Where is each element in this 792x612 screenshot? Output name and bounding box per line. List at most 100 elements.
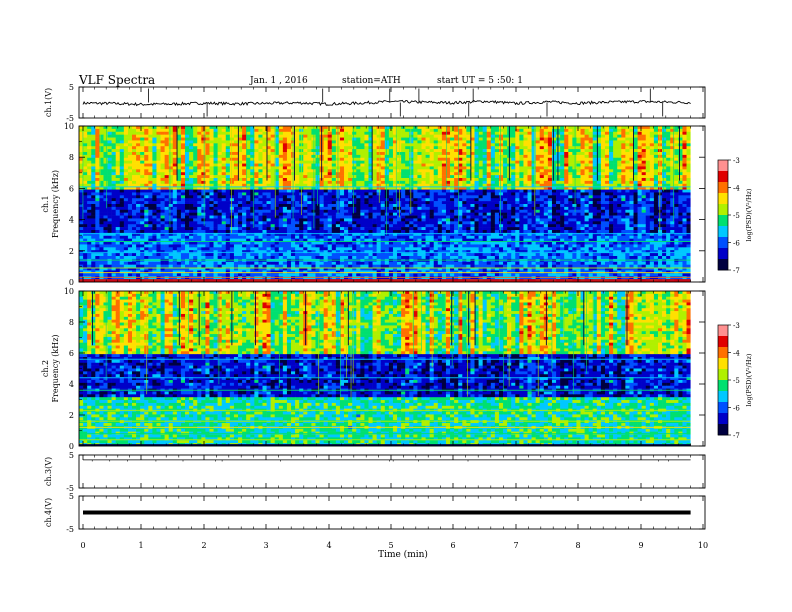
spectrogram-cell xyxy=(483,158,487,161)
spectrogram-cell xyxy=(230,178,234,181)
spectrogram-cell xyxy=(601,143,605,146)
spectrogram-cell xyxy=(234,155,238,158)
spectrogram-cell xyxy=(666,129,670,132)
spectrogram-cell xyxy=(548,155,552,158)
spectrogram-cell xyxy=(682,158,686,161)
spectrogram-cell xyxy=(385,155,389,158)
spectrogram-cell xyxy=(523,164,527,167)
spectrogram-cell xyxy=(287,129,291,132)
spectrogram-cell xyxy=(91,164,95,167)
spectrogram-cell xyxy=(250,132,254,135)
spectrogram-cell xyxy=(654,143,658,146)
spectrogram-cell xyxy=(417,126,421,129)
spectrogram-cell xyxy=(430,152,434,155)
spectrogram-cell xyxy=(393,132,397,135)
spectrogram-cell xyxy=(540,155,544,158)
spectrogram-cell xyxy=(185,166,189,169)
spectrogram-cell xyxy=(515,169,519,172)
spectrogram-cell xyxy=(95,129,99,132)
spectrogram-cell xyxy=(356,181,360,184)
spectrogram-cell xyxy=(328,172,332,175)
spectrogram-cell xyxy=(340,132,344,135)
spectrogram-cell xyxy=(650,155,654,158)
spectrogram-cell xyxy=(682,155,686,158)
spectrogram-cell xyxy=(348,178,352,181)
spectrogram-cell xyxy=(340,149,344,152)
spectrogram-cell xyxy=(340,146,344,149)
spectrogram-cell xyxy=(393,146,397,149)
spectrogram-cell xyxy=(564,132,568,135)
spectrogram-cell xyxy=(568,175,572,178)
spectrogram-cell xyxy=(422,129,426,132)
spectrogram-cell xyxy=(589,166,593,169)
spectrogram-cell xyxy=(177,152,181,155)
spectrogram-cell xyxy=(250,158,254,161)
spectrogram-cell xyxy=(152,178,156,181)
spectrogram-cell xyxy=(348,143,352,146)
spectrogram-cell xyxy=(646,172,650,175)
spectrogram-cell xyxy=(564,164,568,167)
spectrogram-cell xyxy=(279,149,283,152)
spectrogram-cell xyxy=(487,135,491,138)
spectrogram-cell xyxy=(548,143,552,146)
spectrogram-cell xyxy=(148,138,152,141)
spectrogram-cell xyxy=(568,169,572,172)
spectrogram-cell xyxy=(466,126,470,129)
spectrogram-cell xyxy=(585,129,589,132)
spectrogram-cell xyxy=(409,166,413,169)
spectrogram-cell xyxy=(434,149,438,152)
spectrogram-cell xyxy=(348,161,352,164)
spectrogram-cell xyxy=(193,155,197,158)
spectrogram-cell xyxy=(560,129,564,132)
spectrogram-cell xyxy=(491,146,495,149)
spectrogram-cell xyxy=(283,149,287,152)
spectrogram-cell xyxy=(132,132,136,135)
spectrogram-cell xyxy=(271,132,275,135)
spectrogram-cell xyxy=(585,140,589,143)
spectrogram-cell xyxy=(454,175,458,178)
spectrogram-cell xyxy=(381,135,385,138)
spectrogram-cell xyxy=(324,149,328,152)
spectrogram-cell xyxy=(462,164,466,167)
spectrogram-cell xyxy=(609,164,613,167)
spectrogram-cell xyxy=(177,161,181,164)
spectrogram-cell xyxy=(666,164,670,167)
spectrogram-cell xyxy=(621,143,625,146)
spectrogram-cell xyxy=(91,175,95,178)
spectrogram-cell xyxy=(156,132,160,135)
spectrogram-cell xyxy=(523,178,527,181)
spectrogram-cell xyxy=(91,149,95,152)
spectrogram-cell xyxy=(258,143,262,146)
spectrogram-cell xyxy=(385,164,389,167)
spectrogram-cell xyxy=(324,152,328,155)
spectrogram-cell xyxy=(532,172,536,175)
spectrogram-cell xyxy=(303,132,307,135)
spectrogram-cell xyxy=(638,158,642,161)
spectrogram-cell xyxy=(426,132,430,135)
spectrogram-cell xyxy=(687,138,691,141)
spectrogram-cell xyxy=(499,155,503,158)
spectrogram-cell xyxy=(271,149,275,152)
spectrogram-cell xyxy=(621,149,625,152)
spectrogram-cell xyxy=(230,155,234,158)
spectrogram-cell xyxy=(181,178,185,181)
spectrogram-cell xyxy=(503,155,507,158)
spectrogram-cell xyxy=(499,146,503,149)
spectrogram-cell xyxy=(687,149,691,152)
spectrogram-cell xyxy=(674,138,678,141)
spectrogram-cell xyxy=(682,138,686,141)
spectrogram-cell xyxy=(205,152,209,155)
spectrogram-cell xyxy=(140,169,144,172)
spectrogram-cell xyxy=(503,146,507,149)
spectrogram-cell xyxy=(161,138,165,141)
spectrogram-cell xyxy=(340,140,344,143)
spectrogram-cell xyxy=(344,132,348,135)
spectrogram-cell xyxy=(222,149,226,152)
spectrogram-cell xyxy=(128,140,132,143)
spectrogram-cell xyxy=(108,178,112,181)
spectrogram-cell xyxy=(189,172,193,175)
spectrogram-cell xyxy=(87,158,91,161)
spectrogram-cell xyxy=(523,135,527,138)
spectrogram-cell xyxy=(307,181,311,184)
spectrogram-cell xyxy=(234,138,238,141)
